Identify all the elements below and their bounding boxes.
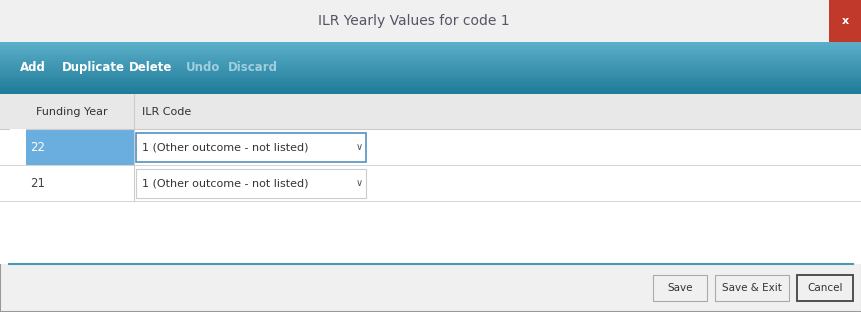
- Bar: [0, 66, 861, 68]
- Text: 1 (Other outcome - not listed): 1 (Other outcome - not listed): [142, 142, 308, 153]
- FancyBboxPatch shape: [136, 169, 366, 198]
- Text: 22: 22: [30, 141, 45, 154]
- Text: Undo: Undo: [185, 61, 220, 74]
- Bar: [0, 92, 861, 94]
- Bar: [0, 63, 861, 64]
- Bar: [0, 56, 861, 58]
- Bar: [0, 71, 861, 72]
- Text: ILR Yearly Values for code 1: ILR Yearly Values for code 1: [318, 14, 509, 28]
- Bar: [0, 68, 861, 69]
- Bar: [0, 51, 861, 52]
- FancyBboxPatch shape: [0, 94, 861, 264]
- FancyBboxPatch shape: [796, 275, 852, 301]
- Bar: [0, 76, 861, 77]
- Bar: [0, 85, 861, 86]
- Bar: [0, 61, 861, 63]
- FancyBboxPatch shape: [0, 0, 861, 42]
- Bar: [0, 43, 861, 45]
- Text: ∨: ∨: [356, 178, 362, 188]
- FancyBboxPatch shape: [10, 129, 26, 165]
- Text: x: x: [841, 16, 848, 26]
- Bar: [0, 69, 861, 71]
- Bar: [0, 50, 861, 51]
- Bar: [0, 73, 861, 74]
- Bar: [0, 64, 861, 65]
- Bar: [0, 46, 861, 47]
- Bar: [0, 91, 861, 92]
- Text: ILR Code: ILR Code: [142, 106, 191, 117]
- Bar: [0, 60, 861, 61]
- Bar: [0, 49, 861, 50]
- Text: Duplicate: Duplicate: [61, 61, 125, 74]
- Bar: [0, 87, 861, 89]
- Text: Funding Year: Funding Year: [36, 106, 108, 117]
- Text: Save: Save: [666, 283, 691, 293]
- Text: Discard: Discard: [227, 61, 277, 74]
- Bar: [0, 52, 861, 54]
- Text: ∨: ∨: [356, 142, 362, 153]
- Bar: [0, 78, 861, 80]
- Bar: [0, 90, 861, 91]
- Bar: [0, 55, 861, 56]
- Text: Add: Add: [20, 61, 46, 74]
- Bar: [0, 54, 861, 55]
- Bar: [0, 65, 861, 66]
- Text: Save & Exit: Save & Exit: [722, 283, 781, 293]
- Text: Delete: Delete: [129, 61, 172, 74]
- Bar: [0, 45, 861, 46]
- FancyBboxPatch shape: [0, 94, 861, 129]
- Bar: [0, 89, 861, 90]
- FancyBboxPatch shape: [715, 275, 788, 301]
- FancyBboxPatch shape: [10, 129, 133, 165]
- Bar: [0, 57, 861, 59]
- Bar: [0, 86, 861, 87]
- Text: 21: 21: [30, 177, 45, 190]
- Bar: [0, 72, 861, 73]
- Bar: [0, 81, 861, 82]
- FancyBboxPatch shape: [828, 0, 861, 42]
- FancyBboxPatch shape: [136, 133, 366, 162]
- Bar: [0, 83, 861, 85]
- Text: 1 (Other outcome - not listed): 1 (Other outcome - not listed): [142, 178, 308, 188]
- FancyBboxPatch shape: [10, 165, 133, 201]
- Bar: [0, 59, 861, 60]
- Bar: [0, 80, 861, 81]
- Text: Cancel: Cancel: [807, 283, 842, 293]
- Bar: [0, 77, 861, 78]
- FancyBboxPatch shape: [652, 275, 706, 301]
- Bar: [0, 74, 861, 76]
- Bar: [0, 42, 861, 43]
- Bar: [0, 47, 861, 49]
- Bar: [0, 82, 861, 83]
